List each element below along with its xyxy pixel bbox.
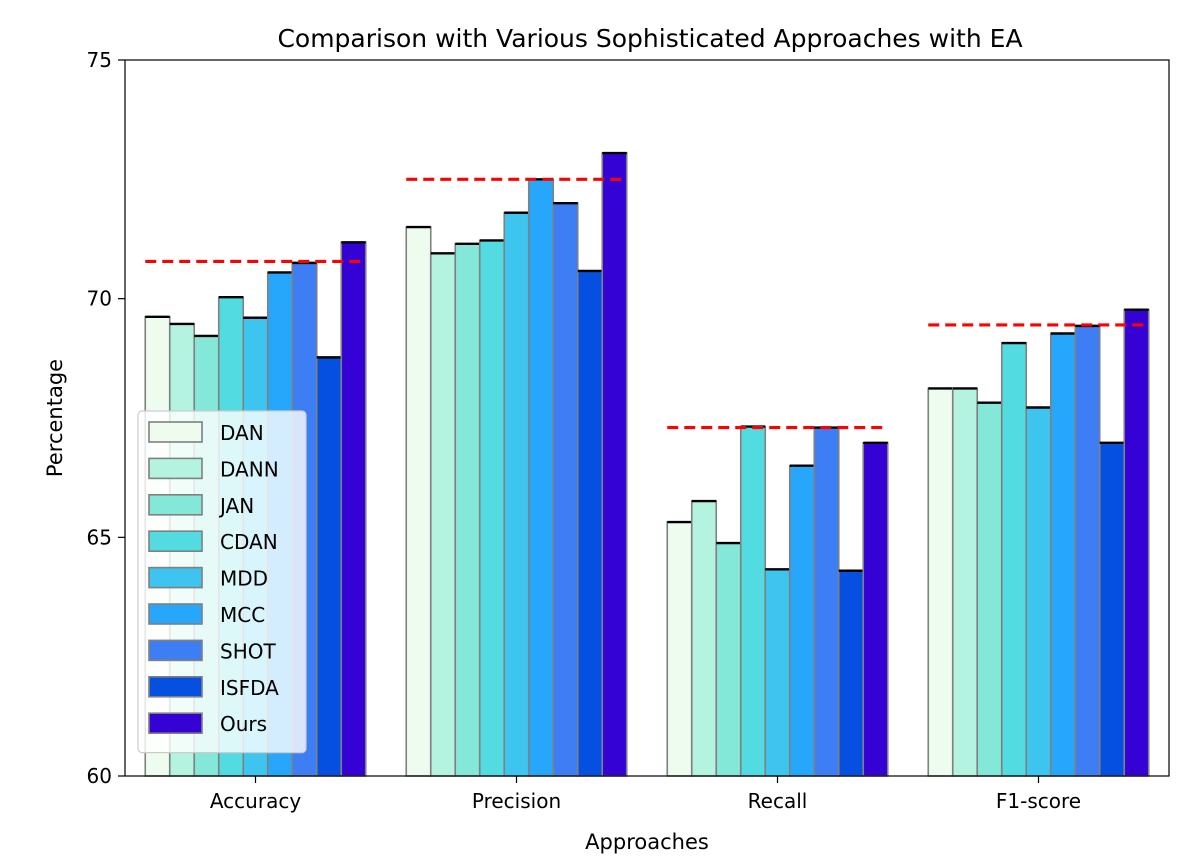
bar-shot-precision xyxy=(552,202,579,777)
bar-isfda-accuracy xyxy=(315,356,343,777)
bar-cdan-f1-score xyxy=(1000,342,1028,777)
x-tick-label-recall: Recall xyxy=(748,789,808,813)
bar-dann-recall xyxy=(690,500,718,777)
reference-lines-layer xyxy=(145,177,1149,430)
bar-jan-precision xyxy=(454,242,481,777)
bar-jan-recall xyxy=(715,542,742,777)
legend-swatch-mcc xyxy=(148,603,203,625)
bar-isfda-recall xyxy=(837,569,865,777)
legend-swatch-jan xyxy=(148,493,203,516)
bar-ours-accuracy xyxy=(340,241,367,777)
bar-jan-f1-score xyxy=(976,401,1003,777)
legend-label-isfda: ISFDA xyxy=(220,676,279,700)
bar-ours-precision xyxy=(601,152,628,777)
legend: DAN DANN JAN CDAN MDD MCC SHOT ISFDA Ours xyxy=(137,410,307,754)
y-axis-label: Percentage xyxy=(43,359,67,477)
legend-label-mdd: MDD xyxy=(220,567,268,591)
legend-swatch-dan xyxy=(148,421,203,443)
y-tick-label-65: 65 xyxy=(87,525,112,549)
y-tick-label-60: 60 xyxy=(87,764,112,788)
legend-swatch-cdan xyxy=(148,530,203,553)
legend-label-dan: DAN xyxy=(220,421,264,445)
legend-label-dann: DANN xyxy=(220,457,279,481)
bar-mdd-precision xyxy=(503,211,530,777)
legend-label-ours: Ours xyxy=(220,712,267,736)
bar-dan-precision xyxy=(405,226,432,777)
bar-mdd-recall xyxy=(764,568,791,777)
bar-dan-recall xyxy=(666,521,693,777)
legend-label-mcc: MCC xyxy=(220,603,265,627)
bar-cdan-precision xyxy=(478,239,506,777)
bar-cdan-recall xyxy=(739,425,767,777)
bar-shot-recall xyxy=(813,426,840,777)
bar-ours-f1-score xyxy=(1123,308,1150,777)
bar-mdd-f1-score xyxy=(1025,406,1052,777)
y-tick-label-70: 70 xyxy=(87,287,112,311)
chart-title: Comparison with Various Sophisticated Ap… xyxy=(277,24,1022,53)
legend-swatch-shot xyxy=(148,639,203,662)
x-tick-label-f1-score: F1-score xyxy=(996,789,1081,813)
plot-frame xyxy=(124,59,1170,777)
bar-mcc-f1-score xyxy=(1049,332,1077,777)
x-axis: Accuracy Precision Recall F1-score xyxy=(210,776,1081,813)
y-axis: 60 65 70 75 xyxy=(87,48,125,788)
x-axis-label: Approaches xyxy=(585,830,709,854)
legend-label-shot: SHOT xyxy=(220,639,276,663)
bar-shot-f1-score xyxy=(1074,325,1101,777)
legend-swatch-ours xyxy=(148,712,203,735)
legend-label-cdan: CDAN xyxy=(220,530,278,554)
x-tick-label-precision: Precision xyxy=(472,789,561,813)
bar-dann-precision xyxy=(429,252,457,777)
bar-dann-f1-score xyxy=(951,387,979,777)
legend-swatch-dann xyxy=(148,457,203,480)
legend-swatch-isfda xyxy=(148,675,203,698)
bar-isfda-f1-score xyxy=(1098,442,1126,777)
bar-dan-f1-score xyxy=(927,387,954,777)
bar-isfda-precision xyxy=(576,270,604,777)
bar-ours-recall xyxy=(862,442,889,777)
y-tick-label-75: 75 xyxy=(87,48,112,72)
legend-swatch-mdd xyxy=(148,566,203,589)
bar-mcc-precision xyxy=(527,178,555,777)
x-tick-label-accuracy: Accuracy xyxy=(210,789,301,813)
legend-label-jan: JAN xyxy=(218,494,254,518)
bar-mcc-recall xyxy=(788,464,816,777)
